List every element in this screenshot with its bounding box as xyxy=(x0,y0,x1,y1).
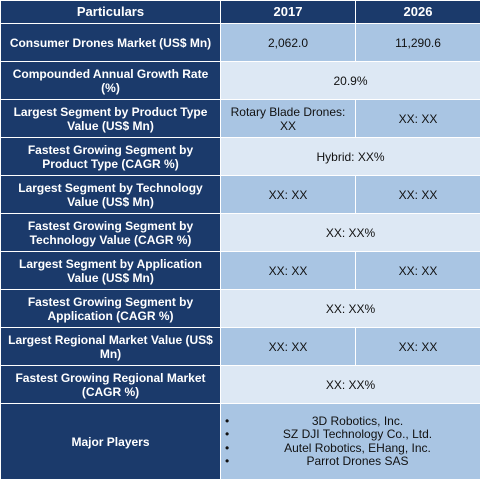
list-item: • SZ DJI Technology Co., Ltd. xyxy=(225,427,476,442)
table-row: Consumer Drones Market (US$ Mn) 2,062.0 … xyxy=(0,23,480,62)
player-name: 3D Robotics, Inc. xyxy=(311,413,404,428)
row-label: Compounded Annual Growth Rate (%) xyxy=(0,61,221,100)
value-cell: XX: XX xyxy=(220,327,356,366)
table-row: Fastest Growing Segment by Application (… xyxy=(0,289,480,328)
header-year-2026: 2026 xyxy=(355,0,480,24)
table-row: Largest Segment by Application Value (US… xyxy=(0,251,480,290)
header-row: Particulars 2017 2026 xyxy=(0,0,480,24)
table-row: Fastest Growing Regional Market (CAGR %)… xyxy=(0,365,480,404)
value-cell: 11,290.6 xyxy=(355,23,480,62)
value-cell: XX: XX xyxy=(355,327,480,366)
table-row: Fastest Growing Segment by Product Type … xyxy=(0,137,480,176)
table-row: Largest Segment by Technology Value (US$… xyxy=(0,175,480,214)
table-row: Major Players • 3D Robotics, Inc. • SZ DJI… xyxy=(0,403,480,480)
value-cell: Rotary Blade Drones: XX xyxy=(220,99,356,138)
table-row: Largest Segment by Product Type Value (U… xyxy=(0,99,480,138)
row-label: Major Players xyxy=(0,403,221,480)
value-cell: XX: XX xyxy=(220,175,356,214)
table-row: Fastest Growing Segment by Technology Va… xyxy=(0,213,480,252)
header-particulars: Particulars xyxy=(0,0,221,24)
value-cell: 20.9% xyxy=(220,61,480,100)
table-row: Largest Regional Market Value (US$ Mn) X… xyxy=(0,327,480,366)
row-label: Largest Segment by Application Value (US… xyxy=(0,251,221,290)
list-item: • Parrot Drones SAS xyxy=(225,454,476,469)
value-cell: XX: XX% xyxy=(220,365,480,404)
list-item: • Autel Robotics, EHang, Inc. xyxy=(225,440,476,456)
value-cell: XX: XX% xyxy=(220,289,480,328)
value-cell: XX: XX xyxy=(355,175,480,214)
row-label: Fastest Growing Segment by Technology Va… xyxy=(0,213,221,252)
value-cell: XX: XX xyxy=(355,99,480,138)
player-name: SZ DJI Technology Co., Ltd. xyxy=(282,427,433,441)
player-name: Autel Robotics, EHang, Inc. xyxy=(284,440,431,455)
bullet-icon: • xyxy=(225,427,230,441)
value-cell: XX: XX xyxy=(220,251,356,290)
value-cell: XX: XX% xyxy=(220,213,480,252)
row-label: Largest Regional Market Value (US$ Mn) xyxy=(0,327,221,366)
table-row: Compounded Annual Growth Rate (%) 20.9% xyxy=(0,61,480,100)
row-label: Largest Segment by Technology Value (US$… xyxy=(0,175,221,214)
row-label: Consumer Drones Market (US$ Mn) xyxy=(0,23,221,62)
row-label: Fastest Growing Regional Market (CAGR %) xyxy=(0,365,221,404)
list-item: • 3D Robotics, Inc. xyxy=(225,413,476,429)
bullet-icon: • xyxy=(225,440,230,455)
value-cell: XX: XX xyxy=(355,251,480,290)
bullet-icon: • xyxy=(225,413,230,428)
row-label: Fastest Growing Segment by Application (… xyxy=(0,289,221,328)
bullet-icon: • xyxy=(225,454,230,468)
value-cell: 2,062.0 xyxy=(220,23,356,62)
major-players-cell: • 3D Robotics, Inc. • SZ DJI Technology Co… xyxy=(220,403,480,480)
row-label: Largest Segment by Product Type Value (U… xyxy=(0,99,221,138)
value-cell: Hybrid: XX% xyxy=(220,137,480,176)
row-label: Fastest Growing Segment by Product Type … xyxy=(0,137,221,176)
player-name: Parrot Drones SAS xyxy=(306,454,409,468)
player-list: • 3D Robotics, Inc. • SZ DJI Technology Co… xyxy=(225,413,476,469)
header-year-2017: 2017 xyxy=(220,0,356,24)
